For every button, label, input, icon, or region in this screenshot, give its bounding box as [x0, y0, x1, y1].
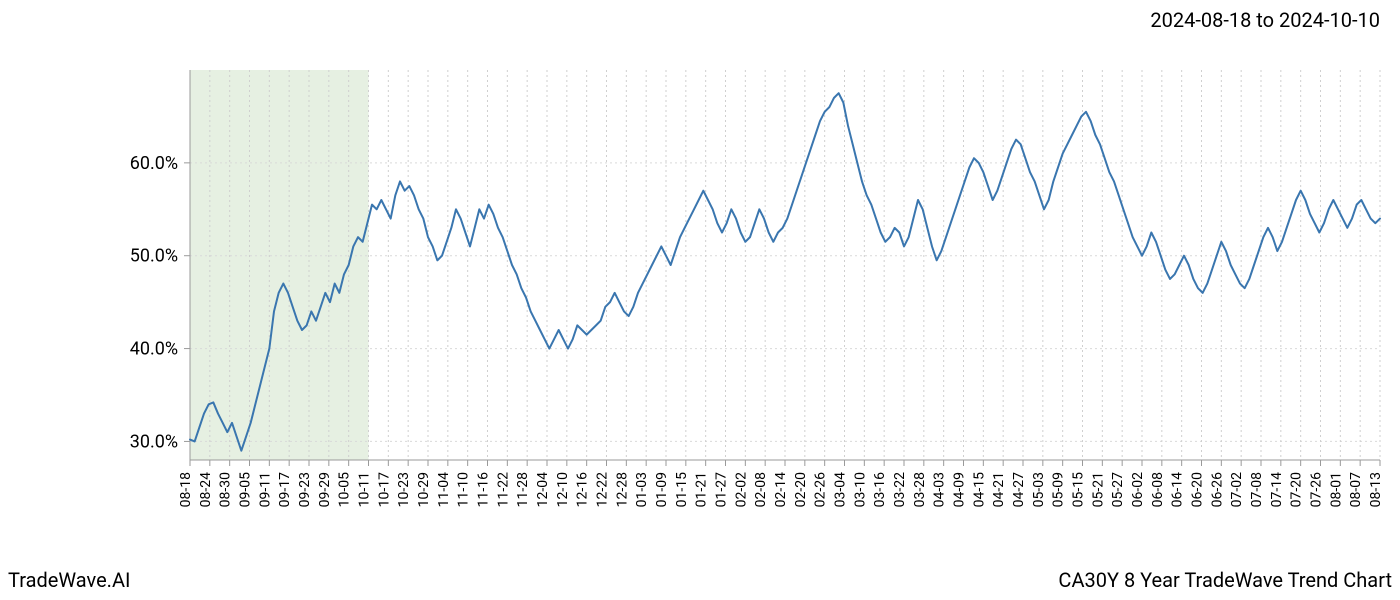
svg-text:05-15: 05-15 — [1071, 472, 1087, 507]
svg-text:11-04: 11-04 — [436, 472, 452, 507]
svg-text:05-03: 05-03 — [1031, 472, 1047, 507]
svg-text:07-20: 07-20 — [1289, 472, 1305, 507]
svg-text:08-01: 08-01 — [1328, 472, 1344, 507]
svg-text:08-30: 08-30 — [218, 472, 234, 507]
svg-text:08-24: 08-24 — [198, 472, 214, 507]
svg-text:50.0%: 50.0% — [130, 246, 178, 267]
svg-text:10-17: 10-17 — [376, 472, 392, 507]
svg-text:01-15: 01-15 — [674, 472, 690, 507]
svg-text:11-16: 11-16 — [476, 472, 492, 507]
svg-text:10-05: 10-05 — [337, 472, 353, 507]
svg-text:06-14: 06-14 — [1170, 472, 1186, 507]
svg-text:60.0%: 60.0% — [130, 153, 178, 174]
svg-text:10-11: 10-11 — [357, 472, 373, 507]
svg-text:02-02: 02-02 — [733, 472, 749, 507]
svg-text:06-02: 06-02 — [1130, 472, 1146, 507]
svg-text:30.0%: 30.0% — [130, 431, 178, 452]
svg-text:04-15: 04-15 — [971, 472, 987, 507]
svg-text:03-22: 03-22 — [892, 472, 908, 507]
svg-text:04-27: 04-27 — [1011, 472, 1027, 507]
svg-text:07-26: 07-26 — [1309, 472, 1325, 507]
svg-text:01-21: 01-21 — [694, 472, 710, 507]
svg-text:11-10: 11-10 — [456, 472, 472, 507]
svg-text:09-23: 09-23 — [297, 472, 313, 507]
svg-text:05-21: 05-21 — [1090, 472, 1106, 507]
svg-text:05-27: 05-27 — [1110, 472, 1126, 507]
svg-text:06-08: 06-08 — [1150, 472, 1166, 507]
svg-text:02-20: 02-20 — [793, 472, 809, 507]
brand-label: TradeWave.AI — [8, 568, 130, 592]
svg-text:03-04: 03-04 — [833, 472, 849, 507]
svg-text:04-03: 04-03 — [932, 472, 948, 507]
svg-text:04-21: 04-21 — [991, 472, 1007, 507]
svg-text:09-29: 09-29 — [317, 472, 333, 507]
svg-text:01-27: 01-27 — [714, 472, 730, 507]
svg-text:40.0%: 40.0% — [130, 339, 178, 360]
trend-chart: 30.0% 40.0% 50.0% 60.0% 08-1808-2408-3009-05… — [0, 40, 1400, 560]
svg-text:08-13: 08-13 — [1368, 472, 1384, 507]
svg-text:12-22: 12-22 — [595, 472, 611, 507]
svg-text:07-08: 07-08 — [1249, 472, 1265, 507]
svg-text:10-29: 10-29 — [416, 472, 432, 507]
svg-text:07-02: 07-02 — [1229, 472, 1245, 507]
svg-text:03-16: 03-16 — [872, 472, 888, 507]
svg-text:08-18: 08-18 — [178, 472, 194, 507]
svg-text:10-23: 10-23 — [396, 472, 412, 507]
svg-text:04-09: 04-09 — [952, 472, 968, 507]
svg-text:12-28: 12-28 — [614, 472, 630, 507]
svg-text:03-28: 03-28 — [912, 472, 928, 507]
svg-text:07-14: 07-14 — [1269, 472, 1285, 507]
svg-text:09-17: 09-17 — [277, 472, 293, 507]
svg-text:12-10: 12-10 — [555, 472, 571, 507]
chart-title: CA30Y 8 Year TradeWave Trend Chart — [1058, 568, 1392, 592]
svg-text:02-08: 02-08 — [753, 472, 769, 507]
svg-text:06-20: 06-20 — [1190, 472, 1206, 507]
svg-text:05-09: 05-09 — [1051, 472, 1067, 507]
svg-text:11-22: 11-22 — [495, 472, 511, 507]
svg-text:01-09: 01-09 — [654, 472, 670, 507]
svg-text:09-05: 09-05 — [238, 472, 254, 507]
svg-text:06-26: 06-26 — [1209, 472, 1225, 507]
svg-text:02-14: 02-14 — [773, 472, 789, 507]
date-range-label: 2024-08-18 to 2024-10-10 — [1150, 8, 1380, 32]
svg-text:03-10: 03-10 — [852, 472, 868, 507]
svg-text:09-11: 09-11 — [257, 472, 273, 507]
svg-text:02-26: 02-26 — [813, 472, 829, 507]
svg-text:12-16: 12-16 — [575, 472, 591, 507]
svg-text:01-03: 01-03 — [634, 472, 650, 507]
svg-text:12-04: 12-04 — [535, 472, 551, 507]
svg-text:08-07: 08-07 — [1348, 472, 1364, 507]
svg-text:11-28: 11-28 — [515, 472, 531, 507]
